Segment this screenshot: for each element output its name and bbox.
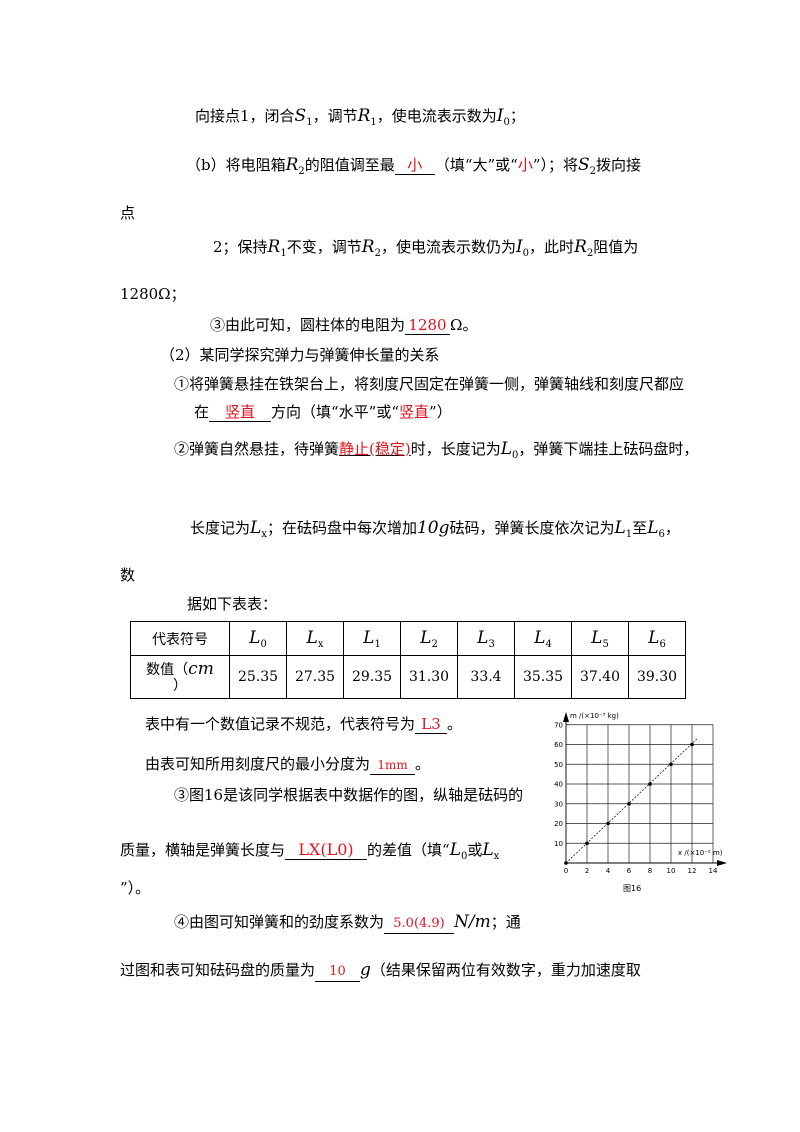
- answer-blank-7: LX(L0): [285, 841, 368, 860]
- table-cell: L3: [457, 621, 515, 656]
- text-line-11: 长度记为Lx；在砝码盘中每次增加10g砝码，弹簧长度依次记为L1至L6，: [190, 518, 680, 540]
- x-tick-label: 10: [667, 867, 676, 875]
- y-tick-label: 10: [554, 840, 563, 848]
- text-line-12: 数: [120, 566, 136, 584]
- text-line-20: 过图和表可知砝码盘的质量为 10 g（结果保留两位有效数字，重力加速度取: [120, 960, 641, 982]
- answer-blank-6: 1mm: [370, 755, 416, 775]
- table-cell: 33.4: [457, 655, 515, 699]
- answer-blank-2: 1280: [405, 316, 451, 335]
- answer-blank-5: L3: [415, 715, 448, 734]
- table-row: 数值（cm） 25.35 27.35 29.35 31.30 33.4 35.3…: [130, 655, 686, 699]
- x-axis-arrow: [717, 860, 727, 866]
- y-axis-label: m /(×10⁻³ kg): [570, 712, 619, 720]
- text-line-8: ①将弹簧悬挂在铁架台上，将刻度尺固定在弹簧一侧，弹簧轴线和刻度尺都应: [174, 375, 685, 393]
- table-cell: L5: [571, 621, 629, 656]
- table-cell: 37.40: [571, 655, 629, 699]
- text-line-9: 在竖直 方向（填“水平”或“竖直”）: [194, 403, 452, 422]
- table-row: 代表符号 L0 Lx L1 L2 L3 L4 L5 L6: [130, 621, 686, 656]
- data-point: [648, 782, 652, 786]
- text-line-5: 1280Ω；: [120, 285, 186, 303]
- text-line-18: ”）。: [120, 879, 151, 897]
- text-line-4: 2；保持R1不变，调节R2，使电流表示数仍为I0，此时R2阻值为: [213, 237, 639, 259]
- data-table: 代表符号 L0 Lx L1 L2 L3 L4 L5 L6 数值（cm） 25.3…: [130, 621, 686, 699]
- y-tick-label: 30: [554, 800, 563, 808]
- text-line-16: ③图16是该同学根据表中数据作的图，纵轴是砝码的: [174, 786, 524, 804]
- y-tick-label: 60: [554, 741, 563, 749]
- x-tick-label: 14: [709, 867, 718, 875]
- text-line-1: 向接点1，闭合S1，调节R1，使电流表示数为I0；: [195, 106, 525, 128]
- answer-blank-3: 竖直: [209, 403, 272, 422]
- text-line-2: （b）将电阻箱R2的阻值调至最小（填“大”或“小”）；将S2拨向接: [186, 155, 642, 177]
- var-i0: I: [496, 106, 504, 126]
- text-line-10: ②弹簧自然悬挂，待弹簧静止(稳定)时，长度记为L0，弹簧下端挂上砝码盘时，: [174, 439, 699, 461]
- x-tick-label: 8: [648, 867, 652, 875]
- data-point: [627, 801, 631, 806]
- table-cell: 39.30: [628, 655, 686, 699]
- answer-blank-8: 5.0(4.9): [384, 913, 455, 934]
- table-cell: L2: [400, 621, 458, 656]
- table-cell: 31.30: [400, 655, 458, 699]
- figure-16-chart: 10 20 30 40 50 60 70 0 2 4 6 8 10 12 14 m /(×10⁻³ kg)…: [554, 712, 727, 893]
- table-cell: 25.35: [229, 655, 287, 699]
- table-cell: L0: [229, 621, 287, 656]
- y-axis-arrow: [563, 712, 569, 722]
- text-line-14: 表中有一个数值记录不规范，代表符号为 L3。: [145, 715, 463, 734]
- table-header-value: 数值（cm）: [130, 655, 230, 699]
- table-cell: 35.35: [514, 655, 572, 699]
- table-cell: L4: [514, 621, 572, 656]
- fit-line-segment: [565, 738, 698, 864]
- text-line-7: （2）某同学探究弹力与弹簧伸长量的关系: [160, 346, 440, 364]
- chart-grid: [566, 724, 714, 863]
- data-point: [585, 841, 589, 846]
- text-line-19: ④由图可知弹簧和的劲度系数为 5.0(4.9) N/m；通: [174, 912, 521, 934]
- y-tick-label: 40: [554, 781, 563, 789]
- figure-caption: 图16: [623, 884, 641, 893]
- table-cell: L6: [628, 621, 686, 656]
- var-s1: S: [294, 106, 307, 126]
- text-line-6: ③由此可知，圆柱体的电阻为 1280 Ω。: [210, 316, 478, 335]
- data-point: [669, 762, 673, 767]
- answer-blank-1: 小: [394, 156, 435, 175]
- text-line-3: 点: [120, 204, 136, 222]
- y-tick-label: 50: [554, 761, 563, 769]
- y-tick-label: 70: [554, 721, 563, 729]
- data-point: [606, 821, 610, 826]
- x-tick-label: 6: [627, 867, 632, 875]
- table-cell: 29.35: [343, 655, 401, 699]
- fit-line: [565, 738, 698, 864]
- text-line-17: 质量，横轴是弹簧长度与 LX(L0) 的差值（填“L0或Lx: [120, 840, 500, 862]
- table-header-symbol: 代表符号: [130, 621, 230, 656]
- x-tick-label: 12: [688, 867, 697, 875]
- var-r1: R: [357, 106, 371, 126]
- answer-blank-4: 静止(稳定): [339, 440, 411, 458]
- y-tick-label: 20: [554, 820, 563, 828]
- data-point: [564, 861, 568, 865]
- data-point: [690, 742, 694, 747]
- x-axis-label: x /(×10⁻² m): [678, 849, 723, 857]
- table-cell: Lx: [286, 621, 344, 656]
- table-cell: L1: [343, 621, 401, 656]
- text-line-13: 据如下表表：: [187, 595, 278, 613]
- text-line-15: 由表可知所用刻度尺的最小分度为 1mm。: [145, 755, 431, 775]
- table-cell: 27.35: [286, 655, 344, 699]
- answer-blank-9: 10: [315, 961, 361, 982]
- x-tick-label: 2: [585, 867, 589, 875]
- x-tick-label: 4: [606, 867, 611, 875]
- x-tick-label: 0: [564, 867, 568, 875]
